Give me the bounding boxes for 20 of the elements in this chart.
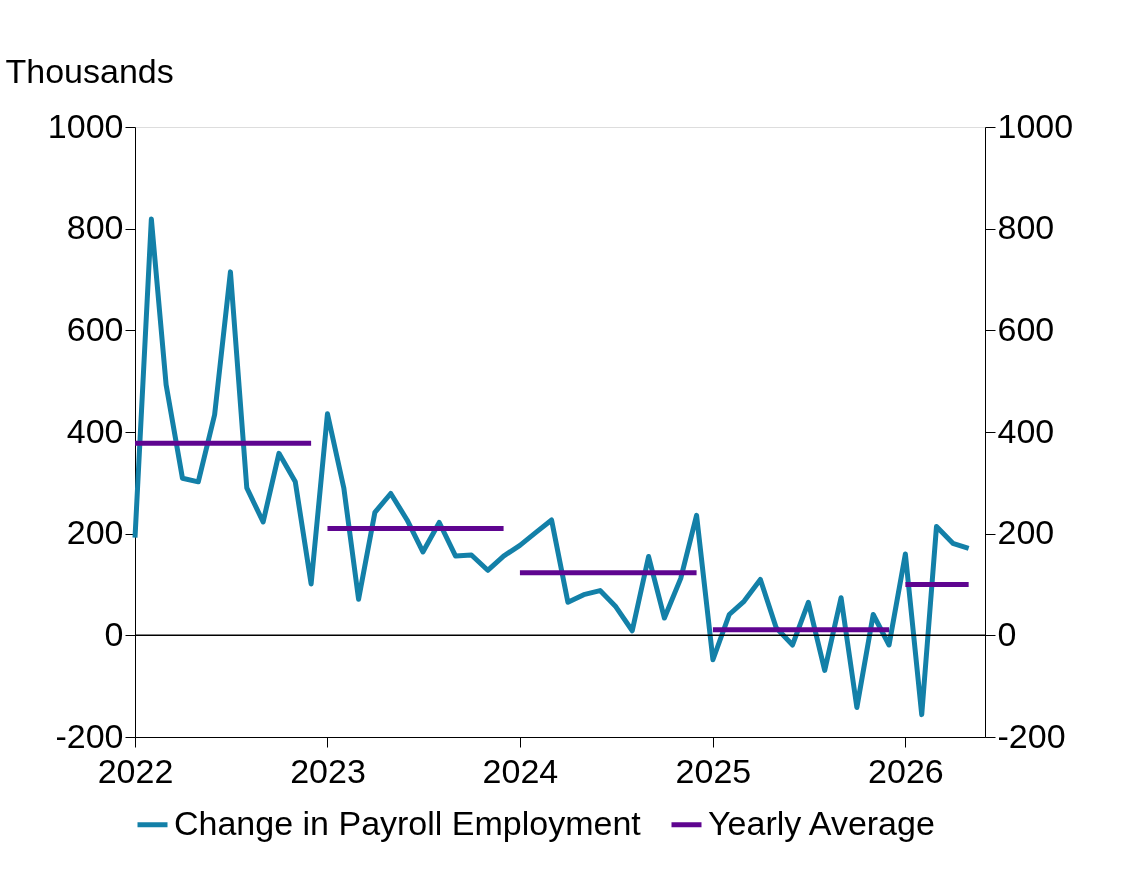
y-tick-label: 600 [66,309,124,348]
x-tick-label: 2025 [675,751,752,790]
y-tick-label: 800 [66,208,124,247]
y2-tick-label: 600 [997,309,1055,348]
y2-tick-label: 200 [997,513,1055,552]
x-tick-label: 2026 [868,751,944,790]
y-axis-title: Thousands [5,51,174,90]
y-tick-label: 1000 [47,106,124,145]
y-tick-label: 0 [104,614,124,653]
y2-tick-label: 0 [997,614,1017,653]
x-tick-label: 2023 [290,751,366,790]
y2-tick-label: 400 [997,411,1055,450]
y-tick-label: 400 [66,411,124,450]
y2-tick-label: 800 [997,208,1055,247]
x-tick-label: 2024 [482,751,559,790]
legend-label: Yearly Average [708,803,935,842]
legend-label: Change in Payroll Employment [174,803,642,842]
y2-tick-label: 1000 [997,106,1074,145]
y-tick-label: 200 [66,513,124,552]
y2-tick-label: -200 [997,716,1066,755]
